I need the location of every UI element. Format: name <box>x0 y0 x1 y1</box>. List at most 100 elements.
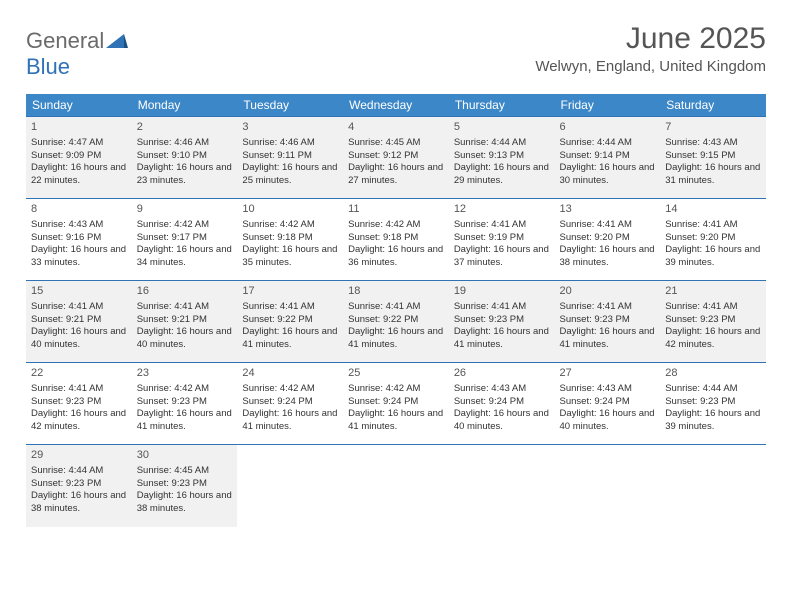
daylight-line: Daylight: 16 hours and 25 minutes. <box>242 162 338 188</box>
sunset-line: Sunset: 9:24 PM <box>242 396 338 409</box>
day-number: 22 <box>31 366 127 381</box>
sunrise-line: Sunrise: 4:43 AM <box>665 137 761 150</box>
calendar-day-cell: 8 Sunrise: 4:43 AMSunset: 9:16 PMDaylight… <box>26 199 132 281</box>
sunrise-line: Sunrise: 4:41 AM <box>137 301 233 314</box>
day-number: 5 <box>454 120 550 135</box>
brand-part1: General <box>26 28 104 53</box>
sunset-line: Sunset: 9:20 PM <box>560 232 656 245</box>
daylight-line: Daylight: 16 hours and 33 minutes. <box>31 244 127 270</box>
calendar-day-cell: 6Sunrise: 4:44 AMSunset: 9:14 PMDaylight… <box>555 117 661 199</box>
sunrise-line: Sunrise: 4:43 AM <box>454 383 550 396</box>
day-number: 28 <box>665 366 761 381</box>
day-number: 10 <box>242 202 338 217</box>
day-number: 11 <box>348 202 444 217</box>
calendar-day-cell: 10Sunrise: 4:42 AMSunset: 9:18 PMDayligh… <box>237 199 343 281</box>
daylight-line: Daylight: 16 hours and 38 minutes. <box>31 490 127 516</box>
daylight-line: Daylight: 16 hours and 37 minutes. <box>454 244 550 270</box>
day-number: 3 <box>242 120 338 135</box>
daylight-line: Daylight: 16 hours and 29 minutes. <box>454 162 550 188</box>
weekday-header: Wednesday <box>343 94 449 117</box>
daylight-line: Daylight: 16 hours and 34 minutes. <box>137 244 233 270</box>
calendar-day-cell: 4Sunrise: 4:45 AMSunset: 9:12 PMDaylight… <box>343 117 449 199</box>
calendar-day-cell <box>237 445 343 527</box>
day-number: 26 <box>454 366 550 381</box>
sunrise-line: Sunrise: 4:47 AM <box>31 137 127 150</box>
day-number: 8 <box>31 202 127 217</box>
sunset-line: Sunset: 9:21 PM <box>31 314 127 327</box>
brand-sail-icon <box>106 32 128 53</box>
sunset-line: Sunset: 9:23 PM <box>31 396 127 409</box>
sunrise-line: Sunrise: 4:42 AM <box>137 383 233 396</box>
calendar-day-cell <box>343 445 449 527</box>
sunrise-line: Sunrise: 4:41 AM <box>31 301 127 314</box>
calendar-day-cell: 11Sunrise: 4:42 AMSunset: 9:18 PMDayligh… <box>343 199 449 281</box>
sunrise-line: Sunrise: 4:41 AM <box>560 219 656 232</box>
sunset-line: Sunset: 9:24 PM <box>560 396 656 409</box>
sunrise-line: Sunrise: 4:43 AM <box>31 219 127 232</box>
weekday-header: Monday <box>132 94 238 117</box>
calendar-day-cell: 9Sunrise: 4:42 AMSunset: 9:17 PMDaylight… <box>132 199 238 281</box>
sunset-line: Sunset: 9:23 PM <box>560 314 656 327</box>
sunset-line: Sunset: 9:11 PM <box>242 150 338 163</box>
sunset-line: Sunset: 9:23 PM <box>137 478 233 491</box>
sunset-line: Sunset: 9:16 PM <box>31 232 127 245</box>
sunset-line: Sunset: 9:23 PM <box>665 314 761 327</box>
calendar-day-cell <box>660 445 766 527</box>
calendar-day-cell: 15Sunrise: 4:41 AMSunset: 9:21 PMDayligh… <box>26 281 132 363</box>
sunrise-line: Sunrise: 4:42 AM <box>242 383 338 396</box>
calendar-day-cell: 30Sunrise: 4:45 AMSunset: 9:23 PMDayligh… <box>132 445 238 527</box>
calendar-day-cell: 21Sunrise: 4:41 AMSunset: 9:23 PMDayligh… <box>660 281 766 363</box>
daylight-line: Daylight: 16 hours and 40 minutes. <box>454 408 550 434</box>
day-number: 24 <box>242 366 338 381</box>
calendar-day-cell: 23 Sunrise: 4:42 AMSunset: 9:23 PMDayligh… <box>132 363 238 445</box>
sunrise-line: Sunrise: 4:44 AM <box>454 137 550 150</box>
calendar-day-cell: 13Sunrise: 4:41 AMSunset: 9:20 PMDayligh… <box>555 199 661 281</box>
sunset-line: Sunset: 9:22 PM <box>242 314 338 327</box>
calendar-day-cell <box>449 445 555 527</box>
sunset-line: Sunset: 9:21 PM <box>137 314 233 327</box>
daylight-line: Daylight: 16 hours and 41 minutes. <box>242 408 338 434</box>
day-number: 1 <box>31 120 127 135</box>
sunrise-line: Sunrise: 4:41 AM <box>454 219 550 232</box>
calendar-day-cell: 17Sunrise: 4:41 AMSunset: 9:22 PMDayligh… <box>237 281 343 363</box>
day-number: 13 <box>560 202 656 217</box>
sunrise-line: Sunrise: 4:42 AM <box>348 383 444 396</box>
sunset-line: Sunset: 9:13 PM <box>454 150 550 163</box>
location-text: Welwyn, England, United Kingdom <box>535 58 766 75</box>
day-number: 17 <box>242 284 338 299</box>
sunset-line: Sunset: 9:23 PM <box>137 396 233 409</box>
daylight-line: Daylight: 16 hours and 41 minutes. <box>137 408 233 434</box>
day-number: 27 <box>560 366 656 381</box>
calendar-day-cell: 16 Sunrise: 4:41 AMSunset: 9:21 PMDayligh… <box>132 281 238 363</box>
sunset-line: Sunset: 9:23 PM <box>665 396 761 409</box>
day-number: 12 <box>454 202 550 217</box>
daylight-line: Daylight: 16 hours and 30 minutes. <box>560 162 656 188</box>
calendar-week-row: 8Sunrise: 4:43 AMSunset: 9:16 PMDaylight… <box>26 199 766 281</box>
sunrise-line: Sunrise: 4:45 AM <box>137 465 233 478</box>
day-number: 19 <box>454 284 550 299</box>
calendar-day-cell: 28Sunrise: 4:44 AMSunset: 9:23 PMDayligh… <box>660 363 766 445</box>
brand-logo: General Blue <box>26 28 128 80</box>
calendar-day-cell: 2Sunrise: 4:46 AMSunset: 9:10 PMDaylight… <box>132 117 238 199</box>
sunset-line: Sunset: 9:23 PM <box>31 478 127 491</box>
calendar-day-cell: 14Sunrise: 4:41 AMSunset: 9:20 PMDayligh… <box>660 199 766 281</box>
title-block: June 2025 Welwyn, England, United Kingdo… <box>535 22 766 75</box>
day-number: 16 <box>137 284 233 299</box>
calendar-day-cell: 22Sunrise: 4:41 AMSunset: 9:23 PMDayligh… <box>26 363 132 445</box>
daylight-line: Daylight: 16 hours and 35 minutes. <box>242 244 338 270</box>
daylight-line: Daylight: 16 hours and 27 minutes. <box>348 162 444 188</box>
sunrise-line: Sunrise: 4:42 AM <box>348 219 444 232</box>
sunrise-line: Sunrise: 4:41 AM <box>242 301 338 314</box>
daylight-line: Daylight: 16 hours and 39 minutes. <box>665 408 761 434</box>
day-number: 21 <box>665 284 761 299</box>
weekday-header: Sunday <box>26 94 132 117</box>
day-number: 23 <box>137 366 233 381</box>
sunrise-line: Sunrise: 4:44 AM <box>560 137 656 150</box>
calendar-body: 1Sunrise: 4:47 AMSunset: 9:09 PMDaylight… <box>26 117 766 527</box>
daylight-line: Daylight: 16 hours and 40 minutes. <box>31 326 127 352</box>
day-number: 6 <box>560 120 656 135</box>
day-number: 4 <box>348 120 444 135</box>
sunset-line: Sunset: 9:18 PM <box>348 232 444 245</box>
sunset-line: Sunset: 9:20 PM <box>665 232 761 245</box>
daylight-line: Daylight: 16 hours and 40 minutes. <box>137 326 233 352</box>
